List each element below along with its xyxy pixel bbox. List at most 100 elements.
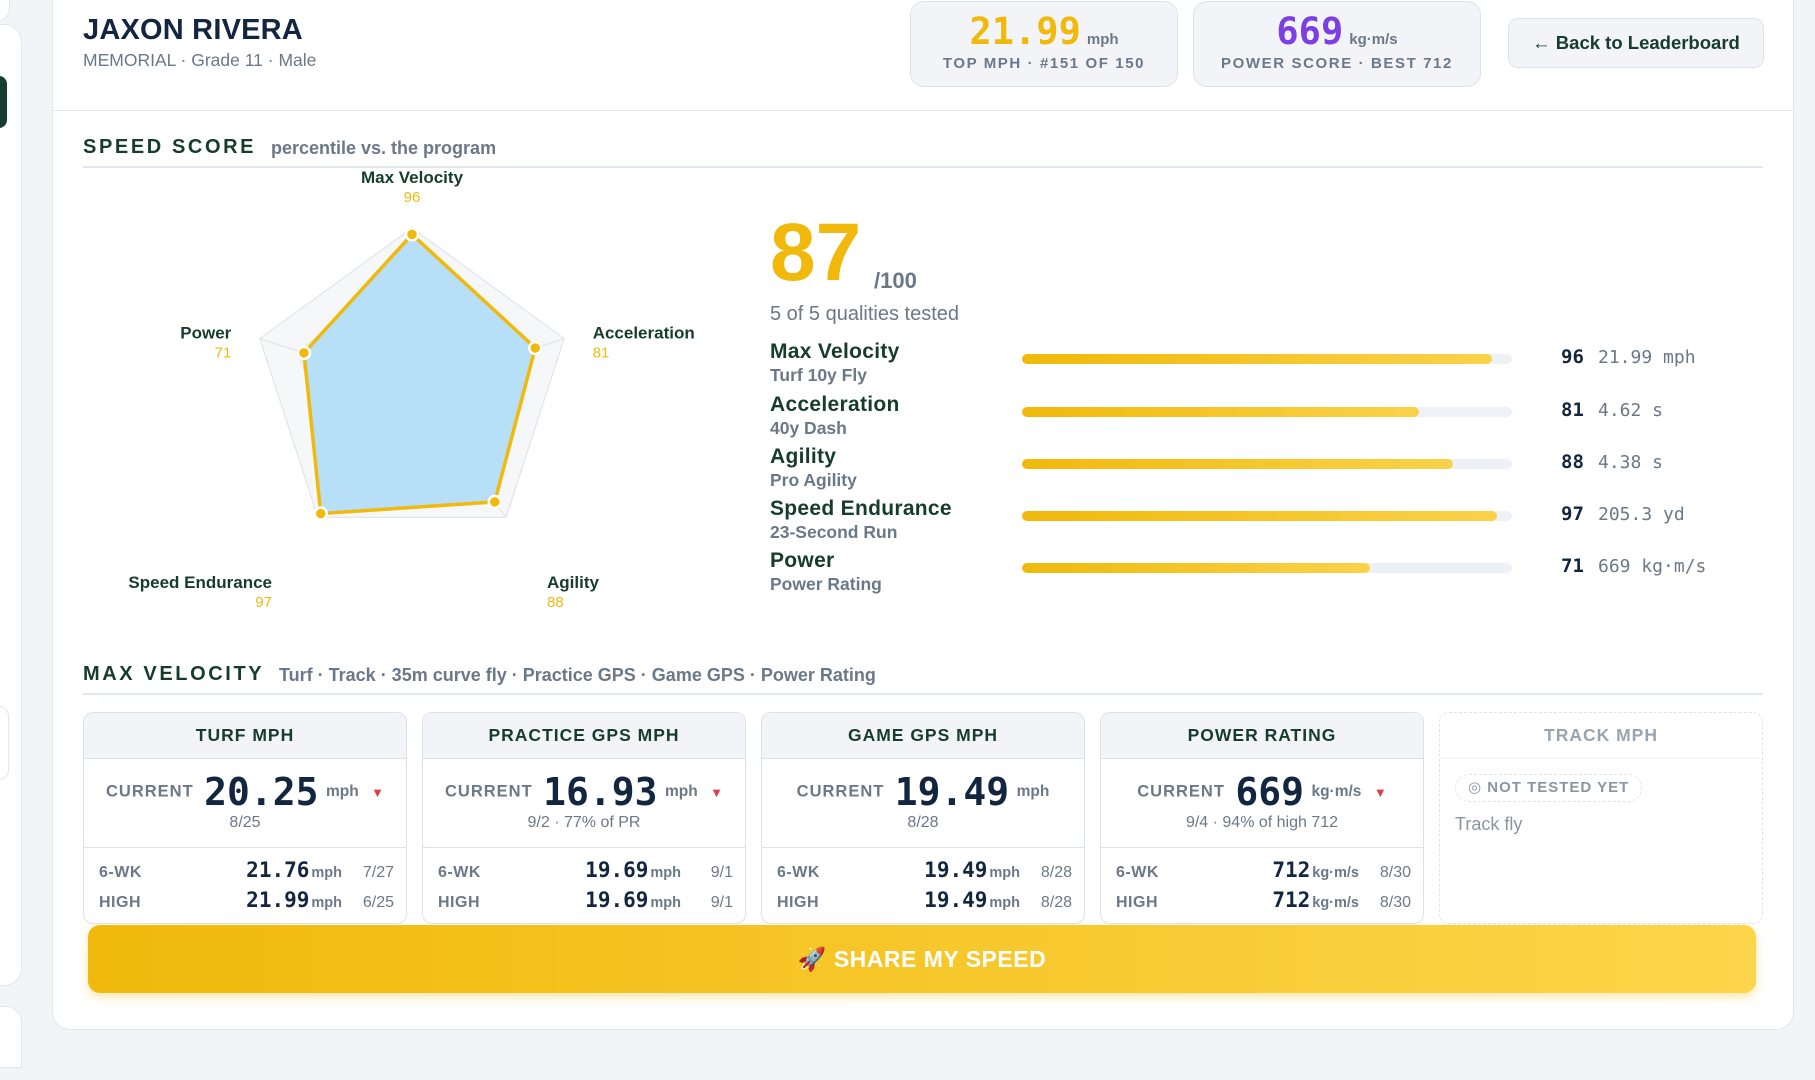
quality-bar-track	[1022, 407, 1512, 417]
sidebar-active-item[interactable]	[0, 76, 7, 128]
history-unit: mph	[311, 895, 342, 911]
current-note: 9/2 · 77% of PR	[527, 814, 641, 831]
quality-bar-fill	[1022, 511, 1498, 521]
not-tested-badge: ◎ NOT TESTED YET	[1455, 774, 1643, 802]
history-value: 19.69	[585, 858, 649, 882]
quality-bar-fill	[1022, 459, 1454, 469]
current-block: CURRENT 19.49 mph 8/28	[762, 759, 1084, 848]
speed-score-subtitle: percentile vs. the program	[271, 138, 497, 158]
history-date: 6/25	[362, 894, 394, 911]
history-date: 9/1	[710, 864, 733, 881]
quality-name: Max Velocity	[770, 340, 900, 363]
header-divider	[52, 110, 1793, 111]
current-block: CURRENT 16.93 mph ▼ 9/2 · 77% of PR	[423, 759, 745, 848]
history-row: HIGH 19.69 mph 9/1	[423, 885, 745, 915]
card-title: TURF MPH	[84, 713, 406, 759]
speed-score-denominator: /100	[874, 268, 917, 293]
current-value: 16.93	[543, 770, 658, 814]
history-label: HIGH	[1116, 894, 1158, 911]
radar-point	[296, 345, 312, 361]
quality-row: Acceleration 40y Dash 81 4.62 s	[770, 393, 1770, 443]
track-note: Track fly	[1455, 814, 1523, 834]
radar-axis-label: Power	[180, 324, 231, 343]
quality-row: Agility Pro Agility 88 4.38 s	[770, 445, 1770, 495]
radar-data-area	[302, 232, 538, 516]
history-list: 6-WK 712 kg·m/s 8/30 HIGH 712 kg·m/s 8/30	[1101, 855, 1423, 915]
radar-point	[313, 506, 329, 521]
game-gps-mph-card: GAME GPS MPH CURRENT 19.49 mph 8/28 6-WK…	[761, 712, 1085, 924]
history-row: 6-WK 21.76 mph 7/27	[84, 855, 406, 885]
power-rating-card: POWER RATING CURRENT 669 kg·m/s ▼ 9/4 · …	[1100, 712, 1424, 924]
current-block: CURRENT 20.25 mph ▼ 8/25	[84, 759, 406, 848]
card-title: POWER RATING	[1101, 713, 1423, 759]
history-unit: mph	[311, 865, 342, 881]
back-to-leaderboard-button[interactable]: ← Back to Leaderboard	[1508, 18, 1764, 68]
current-value: 20.25	[204, 770, 319, 814]
history-row: 6-WK 19.69 mph 9/1	[423, 855, 745, 885]
history-date: 7/27	[362, 864, 394, 881]
share-my-speed-button[interactable]: 🚀 SHARE MY SPEED	[88, 925, 1756, 993]
history-value: 21.99	[246, 888, 310, 912]
current-label: CURRENT	[444, 782, 533, 801]
radar-axis-value: 96	[404, 189, 421, 206]
section-divider	[83, 693, 1763, 695]
max-velocity-title: MAX VELOCITY	[83, 663, 265, 685]
trend-down-icon: ▼	[371, 784, 384, 800]
turf-mph-card: TURF MPH CURRENT 20.25 mph ▼ 8/25 6-WK 2…	[83, 712, 407, 924]
current-note: 8/25	[229, 814, 261, 831]
quality-bar-track	[1022, 354, 1512, 364]
quality-value: 669 kg·m/s	[1598, 556, 1707, 577]
history-row: HIGH 712 kg·m/s 8/30	[1101, 885, 1423, 915]
history-value: 19.69	[585, 888, 649, 912]
track-mph-card: TRACK MPH ◎ NOT TESTED YET Track fly	[1439, 712, 1763, 924]
quality-bar-fill	[1022, 407, 1419, 417]
card-title: PRACTICE GPS MPH	[423, 713, 745, 759]
quality-name: Acceleration	[770, 393, 900, 416]
history-row: 6-WK 19.49 mph 8/28	[762, 855, 1084, 885]
history-label: 6-WK	[438, 864, 481, 881]
athlete-details: MEMORIAL · Grade 11 · Male	[83, 50, 317, 70]
quality-test: 23-Second Run	[770, 522, 898, 542]
current-unit: mph	[1016, 783, 1050, 800]
quality-percentile: 81	[1561, 399, 1584, 421]
quality-bar-fill	[1022, 563, 1370, 573]
history-value: 19.49	[924, 888, 988, 912]
history-date: 8/28	[1040, 894, 1072, 911]
sidebar-fragment	[0, 1006, 22, 1068]
section-divider	[83, 166, 1763, 168]
quality-percentile: 71	[1561, 555, 1584, 577]
history-date: 9/1	[710, 894, 733, 911]
power-score-caption: POWER SCORE · BEST 712	[1221, 55, 1453, 72]
quality-test: Power Rating	[770, 574, 882, 594]
quality-bar-track	[1022, 511, 1512, 521]
power-score-stat: 669 kg·m/s POWER SCORE · BEST 712	[1193, 1, 1481, 87]
radar-axis-label: Acceleration	[593, 324, 695, 343]
history-date: 8/30	[1379, 894, 1411, 911]
current-value: 19.49	[894, 770, 1010, 814]
quality-bar-track	[1022, 459, 1512, 469]
current-unit: mph	[325, 783, 359, 800]
history-value: 712	[1272, 858, 1311, 882]
quality-value: 4.62 s	[1598, 400, 1664, 421]
current-note: 9/4 · 94% of high 712	[1185, 814, 1339, 831]
speed-score-value: 87	[770, 207, 862, 298]
max-velocity-subtitle: Turf · Track · 35m curve fly · Practice …	[279, 665, 876, 685]
quality-test: 40y Dash	[770, 418, 847, 438]
current-label: CURRENT	[796, 782, 885, 801]
current-unit: mph	[664, 783, 698, 800]
quality-value: 4.38 s	[1598, 452, 1664, 473]
radar-axis-value: 97	[255, 594, 272, 611]
radar-axis-label: Agility	[547, 573, 599, 592]
practice-gps-mph-card: PRACTICE GPS MPH CURRENT 16.93 mph ▼ 9/2…	[422, 712, 746, 924]
sidebar-fragment	[0, 706, 9, 780]
history-unit: kg·m/s	[1312, 895, 1359, 911]
card-title: GAME GPS MPH	[762, 713, 1084, 759]
quality-percentile: 88	[1561, 451, 1584, 473]
history-unit: mph	[989, 895, 1020, 911]
power-score-value: 669	[1276, 10, 1344, 53]
trend-down-icon: ▼	[710, 784, 723, 800]
history-unit: mph	[650, 865, 681, 881]
history-label: HIGH	[777, 894, 819, 911]
athlete-name: JAXON RIVERA	[83, 14, 303, 46]
quality-row: Speed Endurance 23-Second Run 97 205.3 y…	[770, 497, 1770, 547]
